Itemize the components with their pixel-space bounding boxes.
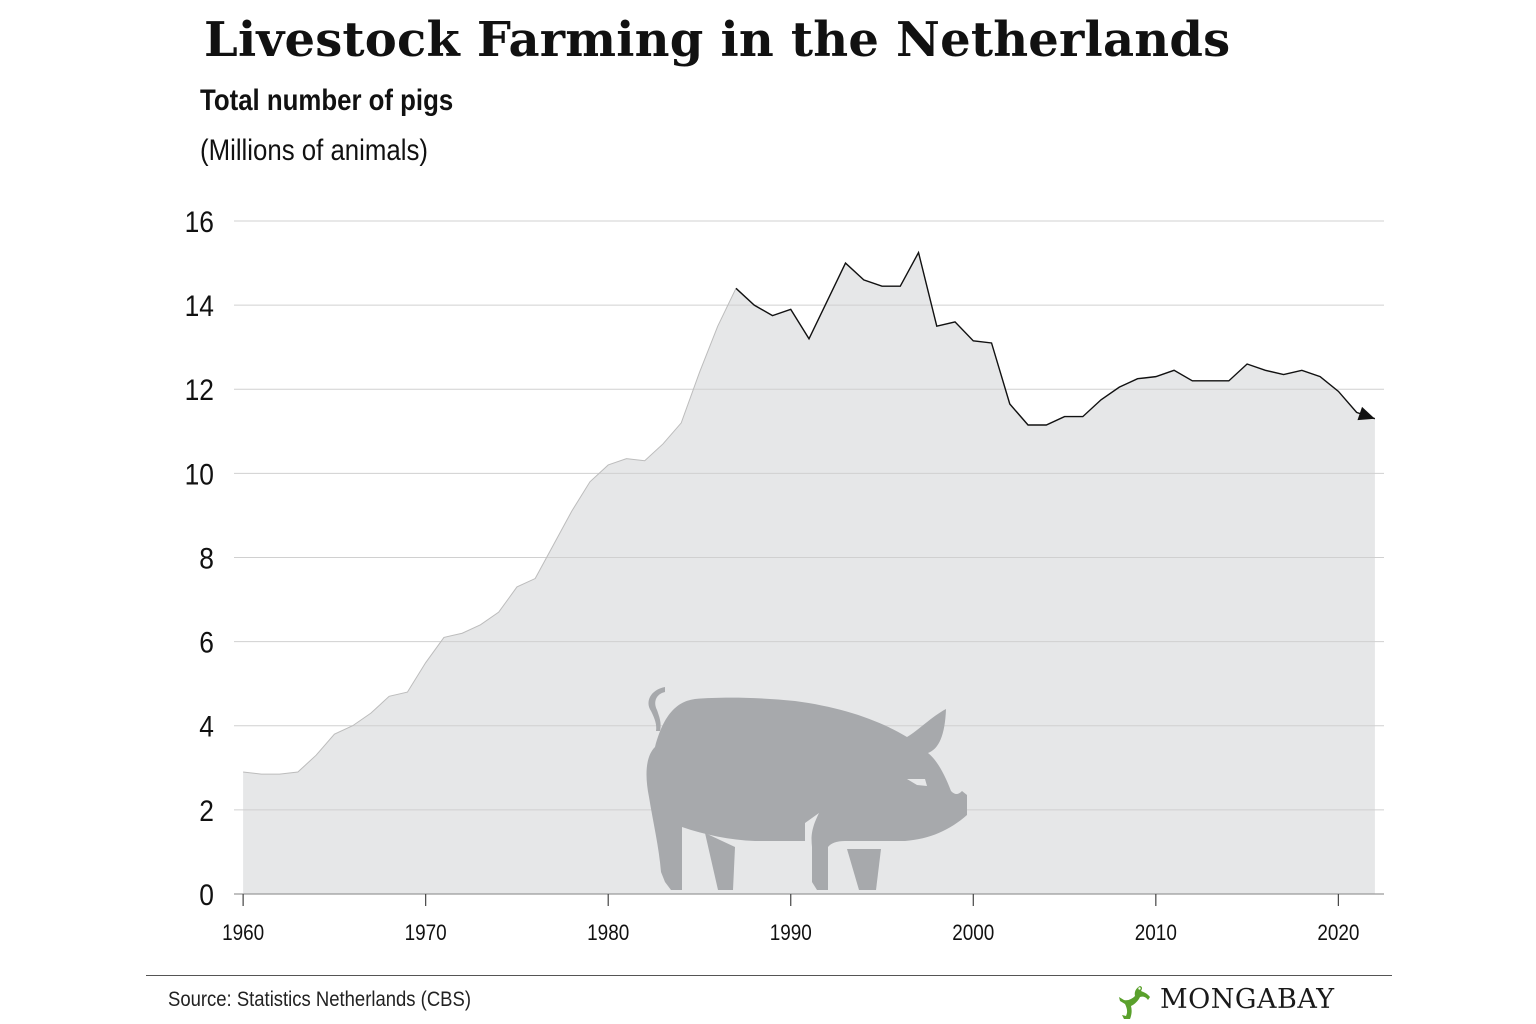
y-tick-label: 16 [185, 204, 214, 238]
y-tick-label: 12 [185, 373, 214, 407]
source-note: Source: Statistics Netherlands (CBS) [168, 988, 471, 1011]
y-tick-label: 4 [199, 709, 214, 743]
x-tick-label: 1960 [222, 921, 264, 946]
y-tick-label: 10 [185, 457, 214, 491]
y-tick-label: 6 [199, 625, 214, 659]
y-tick-label: 2 [199, 793, 214, 827]
y-tick-label: 0 [199, 877, 214, 911]
x-axis-ticks: 1960 1970 1980 1990 2000 2010 2020 [222, 894, 1359, 945]
end-arrow-marker [1357, 406, 1375, 421]
x-tick-label: 1990 [770, 921, 812, 946]
x-tick-label: 2010 [1135, 921, 1177, 946]
x-tick-label: 2000 [952, 921, 994, 946]
area-fill [243, 252, 1375, 894]
y-axis-units: (Millions of animals) [200, 134, 428, 167]
y-tick-label: 8 [199, 541, 214, 575]
pig-icon [646, 687, 967, 890]
series-line [735, 250, 1376, 426]
area-layer [243, 252, 1375, 894]
pig-body [646, 697, 967, 890]
gecko-icon [1119, 986, 1150, 1019]
mongabay-logo[interactable]: MONGABAY [1110, 982, 1380, 1022]
chart-subtitle: Total number of pigs [200, 84, 454, 117]
footer-divider [146, 975, 1392, 976]
brand-name: MONGABAY [1160, 984, 1335, 1015]
pig-leg [847, 849, 881, 890]
series-edge-light [243, 288, 737, 775]
x-tick-label: 1970 [405, 921, 447, 946]
x-tick-label: 1980 [587, 921, 629, 946]
pig-tail [648, 687, 665, 731]
y-tick-label: 14 [185, 289, 214, 323]
series-outline [243, 250, 1376, 775]
pig-leg [705, 833, 735, 890]
chart-title: Livestock Farming in the Netherlands [204, 12, 1231, 68]
x-tick-label: 2020 [1317, 921, 1359, 946]
y-axis-ticks: 0 2 4 6 8 10 12 14 16 [185, 204, 214, 911]
